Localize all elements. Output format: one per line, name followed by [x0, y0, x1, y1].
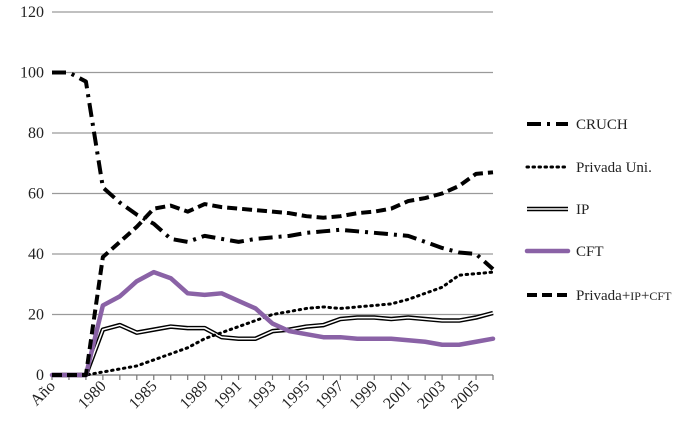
legend-label-ip: IP	[576, 202, 589, 218]
y-tick-label: 0	[36, 367, 44, 384]
x-tick-labels: Año 1980 1985 1989 1991 1993 1995 1997 1999 2001 2…	[27, 378, 483, 413]
legend-label-cruch: CRUCH	[576, 117, 628, 133]
x-tick-label: Año	[27, 378, 59, 410]
series-line-cft	[49, 269, 496, 378]
x-tick-label: 2001	[380, 378, 415, 413]
x-tick-label: 1985	[126, 378, 161, 413]
x-tick-label: 1995	[279, 378, 314, 413]
x-tick-label: 2005	[448, 378, 483, 413]
series-line-privada-uni	[50, 270, 495, 377]
series-line-cruch	[52, 70, 495, 271]
x-tick-label: 1989	[177, 378, 212, 413]
y-tick-label: 60	[28, 186, 44, 203]
y-tick-labels: 0 20 40 60 80 100 120	[20, 4, 44, 384]
series-lines	[49, 70, 496, 378]
y-tick-label: 40	[28, 246, 44, 263]
series-line-ip-inner	[52, 312, 494, 376]
legend-label-privada-uni: Privada Uni.	[576, 160, 652, 176]
series-line-privada-ip-cft	[52, 170, 494, 377]
y-tick-label: 100	[20, 65, 44, 82]
y-tick-label: 80	[28, 125, 44, 142]
legend-label-privada-ip-cft: Privada+IP+CFT	[576, 288, 672, 304]
x-tick-label: 1993	[245, 378, 280, 413]
y-tick-label: 20	[28, 307, 44, 324]
x-tick-label: 1991	[211, 378, 246, 413]
legend-label-cft: CFT	[576, 244, 604, 260]
x-tick-label: 1999	[346, 378, 381, 413]
legend: CRUCH Privada Uni. IP CFT Privada+IP+CFT	[524, 117, 672, 304]
x-tick-label: 2003	[414, 378, 449, 413]
x-tick-label: 1980	[75, 378, 110, 413]
x-tick-label: 1997	[313, 378, 348, 413]
y-tick-label: 120	[20, 4, 44, 21]
gridlines	[51, 11, 494, 380]
